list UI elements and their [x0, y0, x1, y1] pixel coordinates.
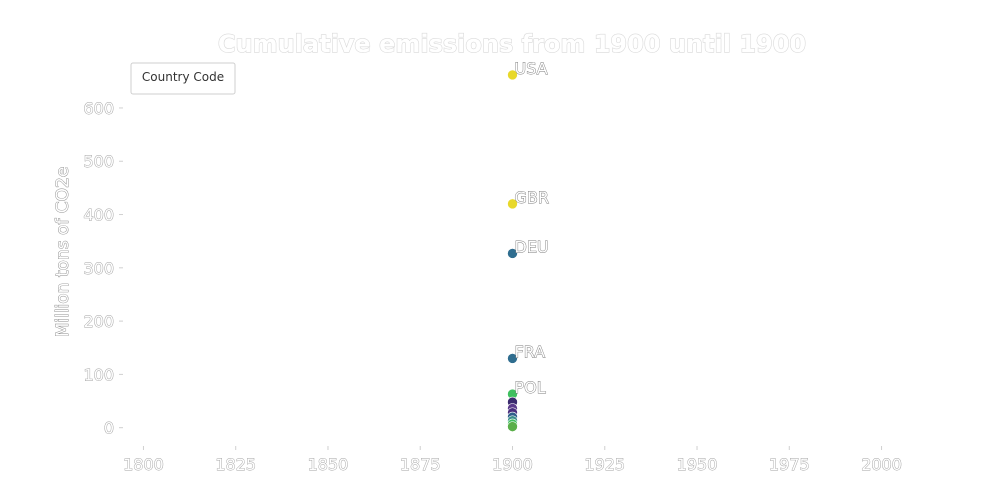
y-tick-label: 500 [83, 152, 114, 171]
data-point [507, 353, 518, 364]
x-tick-label: 1800 [123, 455, 164, 474]
data-point [507, 248, 518, 259]
point-label: DEU [515, 237, 549, 256]
point-labels: USA GBR DEU FRA POL [514, 58, 550, 397]
x-tick-label: 1825 [215, 455, 256, 474]
y-tick-label: 300 [83, 259, 114, 278]
y-tick-label: 600 [83, 99, 114, 118]
x-tick-label: 1950 [677, 455, 718, 474]
y-axis-label: Million tons of CO2e [53, 167, 73, 338]
data-point [507, 421, 518, 432]
x-tick-label: 2000 [861, 455, 902, 474]
x-tick-label: 1850 [308, 455, 349, 474]
data-point [507, 198, 518, 210]
point-label: USA [515, 59, 548, 78]
legend-box [130, 62, 236, 95]
y-axis: 0 100 200 300 400 500 600 [83, 99, 123, 438]
point-label: GBR [515, 188, 550, 207]
x-tick-label: 1900 [492, 455, 533, 474]
x-axis: 1800 1825 1850 1875 1900 1925 1950 1975 2000 [123, 446, 902, 474]
y-tick-label: 100 [83, 365, 114, 384]
data-point [507, 69, 518, 81]
legend-title: Country Code [142, 70, 224, 84]
chart-title: Cumulative emissions from 1900 until 190… [218, 30, 806, 58]
legend: Country Code [130, 62, 236, 95]
y-tick-label: 400 [83, 206, 114, 225]
point-label: POL [515, 378, 546, 397]
data-points [507, 69, 518, 432]
y-tick-label: 0 [104, 419, 114, 438]
x-tick-label: 1875 [400, 455, 441, 474]
x-tick-label: 1975 [769, 455, 810, 474]
x-tick-label: 1925 [584, 455, 625, 474]
point-label: FRA [515, 342, 546, 361]
y-tick-label: 200 [83, 312, 114, 331]
